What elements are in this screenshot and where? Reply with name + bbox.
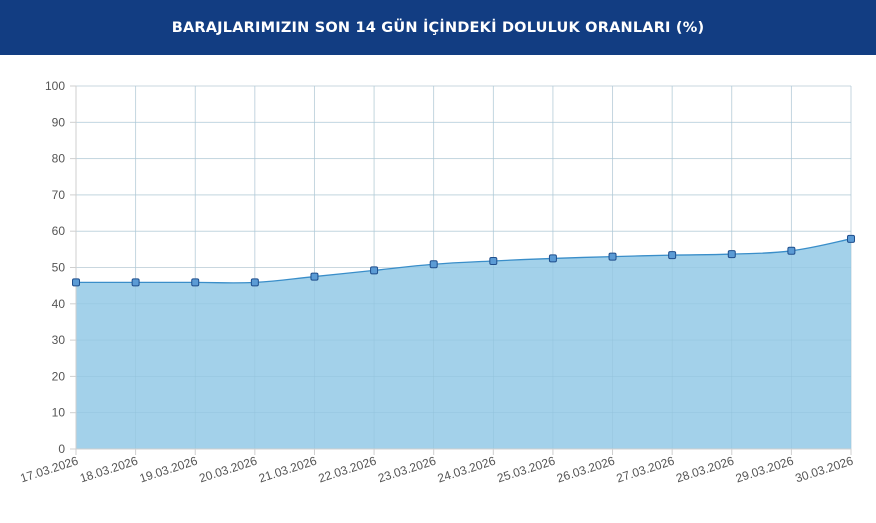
data-point	[429, 260, 438, 269]
x-tick-label: 30.03.2026	[793, 453, 855, 485]
y-tick-label: 80	[52, 152, 66, 166]
x-tick-label: 23.03.2026	[376, 453, 438, 485]
x-tick-label: 27.03.2026	[615, 453, 677, 485]
y-tick-label: 40	[52, 297, 66, 311]
chart-area: 0 10 20 30 40 50 60 70 80 90 100 17.03.2026 18.03.20…	[0, 55, 876, 518]
x-tick-label: 28.03.2026	[674, 453, 736, 485]
data-point	[847, 234, 855, 243]
series-line	[76, 238, 852, 284]
data-point	[370, 266, 379, 275]
data-point	[489, 256, 498, 265]
x-tick-label: 20.03.2026	[197, 453, 259, 485]
y-tick-label: 60	[52, 224, 66, 238]
data-points	[72, 234, 855, 287]
axes	[70, 85, 852, 455]
data-point	[191, 278, 200, 287]
y-tick-label: 30	[52, 333, 66, 347]
x-tick-label: 22.03.2026	[317, 453, 379, 485]
y-tick-label: 70	[52, 188, 66, 202]
y-tick-label: 50	[52, 261, 66, 275]
y-tick-label: 0	[58, 442, 65, 456]
data-point	[548, 254, 557, 263]
x-tick-label: 26.03.2026	[555, 453, 617, 485]
y-tick-label: 100	[45, 79, 65, 93]
x-tick-label: 24.03.2026	[436, 453, 498, 485]
area-fill	[76, 238, 851, 449]
area-series	[75, 85, 852, 450]
chart-title: BARAJLARIMIZIN SON 14 GÜN İÇİNDEKİ DOLUL…	[171, 19, 705, 36]
y-tick-label: 10	[52, 406, 66, 420]
x-tick-label: 21.03.2026	[257, 453, 319, 485]
y-tick-label: 90	[52, 115, 66, 129]
x-tick-label: 19.03.2026	[138, 453, 200, 485]
data-point	[250, 278, 259, 287]
data-point	[668, 251, 677, 260]
data-point	[608, 252, 617, 261]
data-point	[72, 278, 80, 287]
chart-header: BARAJLARIMIZIN SON 14 GÜN İÇİNDEKİ DOLUL…	[0, 0, 876, 55]
data-point	[131, 278, 140, 287]
x-tick-label: 18.03.2026	[78, 453, 140, 485]
x-tick-label: 17.03.2026	[18, 453, 80, 485]
data-point	[787, 246, 796, 255]
dam-fill-chart: 0 10 20 30 40 50 60 70 80 90 100 17.03.202618.03.20…	[18, 79, 855, 485]
x-tick-label: 25.03.2026	[495, 453, 557, 485]
data-point	[310, 272, 319, 281]
data-point	[727, 250, 736, 259]
x-tick-label: 29.03.2026	[734, 453, 796, 485]
y-tick-label: 20	[52, 369, 66, 383]
